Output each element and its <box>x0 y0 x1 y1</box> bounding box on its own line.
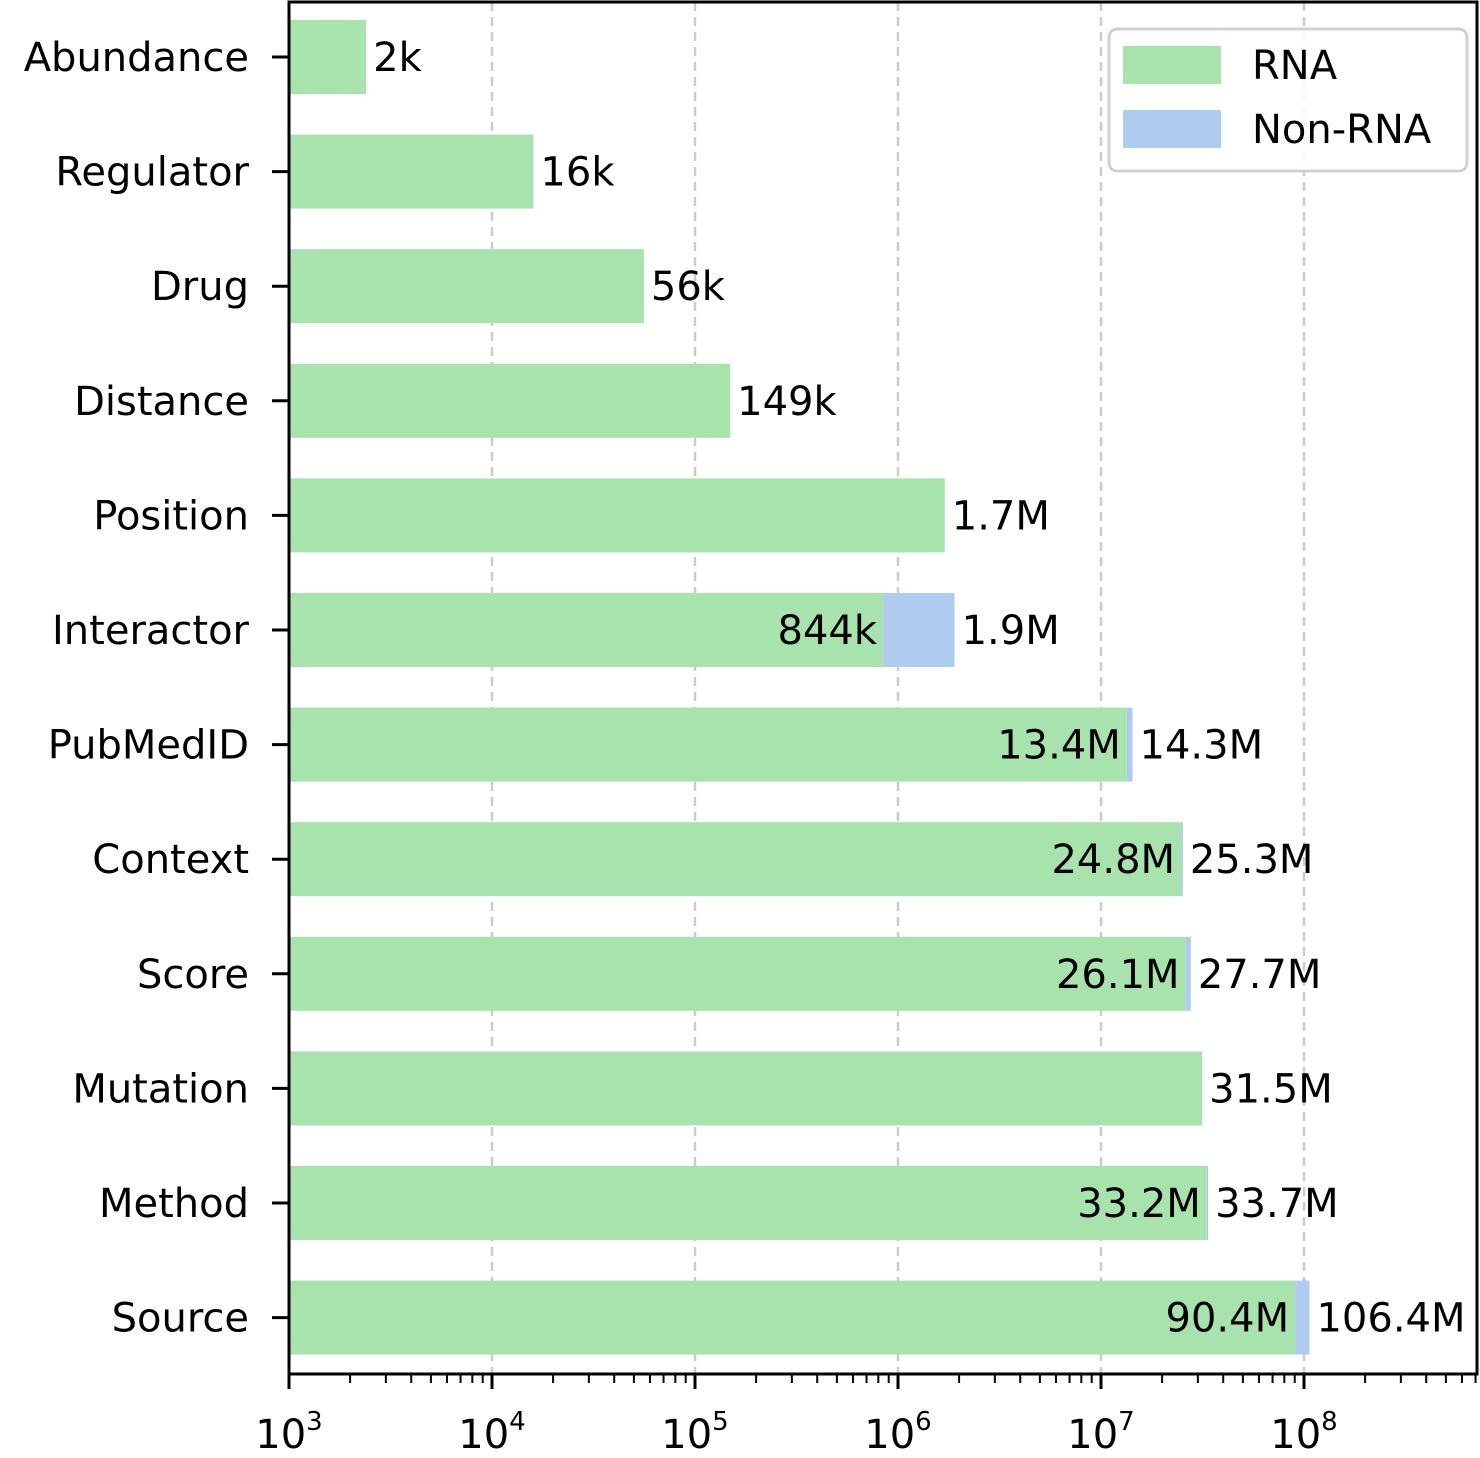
category-label: Mutation <box>72 1066 249 1112</box>
x-tick-label: 108 <box>1270 1407 1337 1458</box>
category-label: Abundance <box>24 35 249 81</box>
total-label: 14.3M <box>1140 723 1264 769</box>
bar-rna <box>289 1166 1207 1240</box>
total-label: 16k <box>540 150 615 196</box>
legend-swatch <box>1123 110 1221 148</box>
total-label: 27.7M <box>1198 952 1322 998</box>
bar-non-rna <box>1181 822 1183 897</box>
bar-non-rna <box>1206 1166 1209 1240</box>
category-label: Source <box>112 1296 249 1342</box>
bars <box>289 20 1310 1355</box>
total-label: 31.5M <box>1209 1066 1333 1112</box>
inner-label: 24.8M <box>1051 837 1175 883</box>
total-label: 1.7M <box>952 493 1050 539</box>
x-tick-label: 104 <box>458 1407 525 1458</box>
bar-rna <box>289 1051 1203 1126</box>
bar-rna <box>289 936 1186 1011</box>
total-label: 33.7M <box>1215 1181 1339 1227</box>
bar-rna <box>289 1280 1296 1355</box>
total-label: 25.3M <box>1190 837 1314 883</box>
bar-rna <box>289 707 1127 782</box>
x-tick-label: 105 <box>661 1407 728 1458</box>
bar-rna <box>289 478 945 553</box>
category-label: Regulator <box>55 150 249 196</box>
bar-non-rna <box>883 593 955 667</box>
total-label: 2k <box>373 35 422 81</box>
total-label: 149k <box>737 379 837 425</box>
plot-frame <box>287 0 1479 1376</box>
bar-non-rna <box>1295 1280 1310 1355</box>
bar-rna <box>289 363 731 438</box>
x-axis: 103 104 105 106 107 108 <box>255 1374 1477 1458</box>
y-axis: Abundance Regulator Drug Distance Position In… <box>24 35 289 1342</box>
x-tick-label: 106 <box>864 1407 931 1458</box>
bar-rna <box>289 822 1182 897</box>
category-label: Method <box>99 1181 249 1227</box>
legend-swatch <box>1123 46 1221 84</box>
category-label: Interactor <box>52 608 250 654</box>
total-label: 56k <box>651 264 726 310</box>
total-label: 106.4M <box>1316 1296 1465 1342</box>
category-label: Position <box>93 493 249 539</box>
inner-label: 13.4M <box>997 723 1121 769</box>
category-label: Score <box>137 952 249 998</box>
bar-rna <box>289 249 644 324</box>
inner-label: 33.2M <box>1077 1181 1201 1227</box>
inner-label: 844k <box>778 608 878 654</box>
gridlines <box>490 2 1306 1374</box>
x-tick-label: 107 <box>1067 1407 1134 1458</box>
legend: RNA Non-RNA <box>1107 27 1469 173</box>
legend-label: Non-RNA <box>1252 107 1432 153</box>
category-label: Distance <box>74 379 249 425</box>
category-label: Context <box>92 837 249 883</box>
category-label: PubMedID <box>48 723 249 769</box>
bar-rna <box>289 593 884 667</box>
bar-non-rna <box>1126 707 1133 782</box>
legend-label: RNA <box>1252 43 1338 89</box>
bar-non-rna <box>1185 936 1191 1011</box>
inner-label: 90.4M <box>1166 1296 1290 1342</box>
total-label: 1.9M <box>962 608 1060 654</box>
bar-rna <box>289 134 534 209</box>
inner-label: 26.1M <box>1056 952 1180 998</box>
data-labels: 2k 16k 56k 149k 1.7M 1.9M 844k 14.3M 13.4M 25.3M 2… <box>373 35 1465 1342</box>
bar-rna <box>289 20 367 94</box>
x-tick-label: 103 <box>255 1407 322 1458</box>
category-label: Drug <box>151 264 249 310</box>
